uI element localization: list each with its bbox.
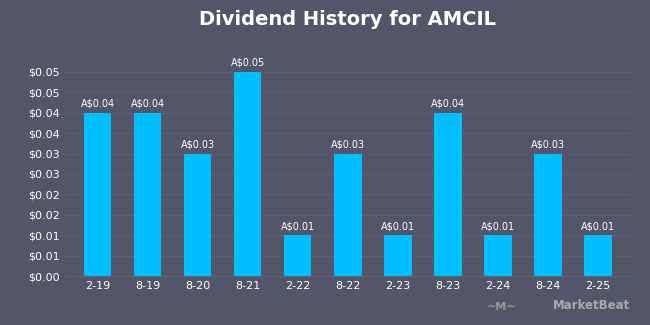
Text: A$0.04: A$0.04 [431,98,465,109]
Title: Dividend History for AMCIL: Dividend History for AMCIL [200,10,496,29]
Text: A$0.03: A$0.03 [531,139,565,150]
Bar [434,113,462,276]
Text: MarketBeat: MarketBeat [553,299,630,312]
Text: A$0.03: A$0.03 [331,139,365,150]
Text: A$0.01: A$0.01 [481,221,515,231]
Bar [534,153,562,276]
Bar [484,235,512,276]
Text: A$0.01: A$0.01 [581,221,615,231]
Text: A$0.01: A$0.01 [381,221,415,231]
Bar [84,113,111,276]
Text: A$0.03: A$0.03 [181,139,214,150]
Bar [334,153,361,276]
Text: ~M~: ~M~ [488,302,517,312]
Text: A$0.04: A$0.04 [131,98,164,109]
Bar [234,72,261,276]
Text: A$0.05: A$0.05 [231,58,265,68]
Bar [184,153,211,276]
Text: A$0.01: A$0.01 [281,221,315,231]
Bar [584,235,612,276]
Bar [134,113,161,276]
Bar [284,235,311,276]
Bar [384,235,411,276]
Text: A$0.04: A$0.04 [81,98,114,109]
